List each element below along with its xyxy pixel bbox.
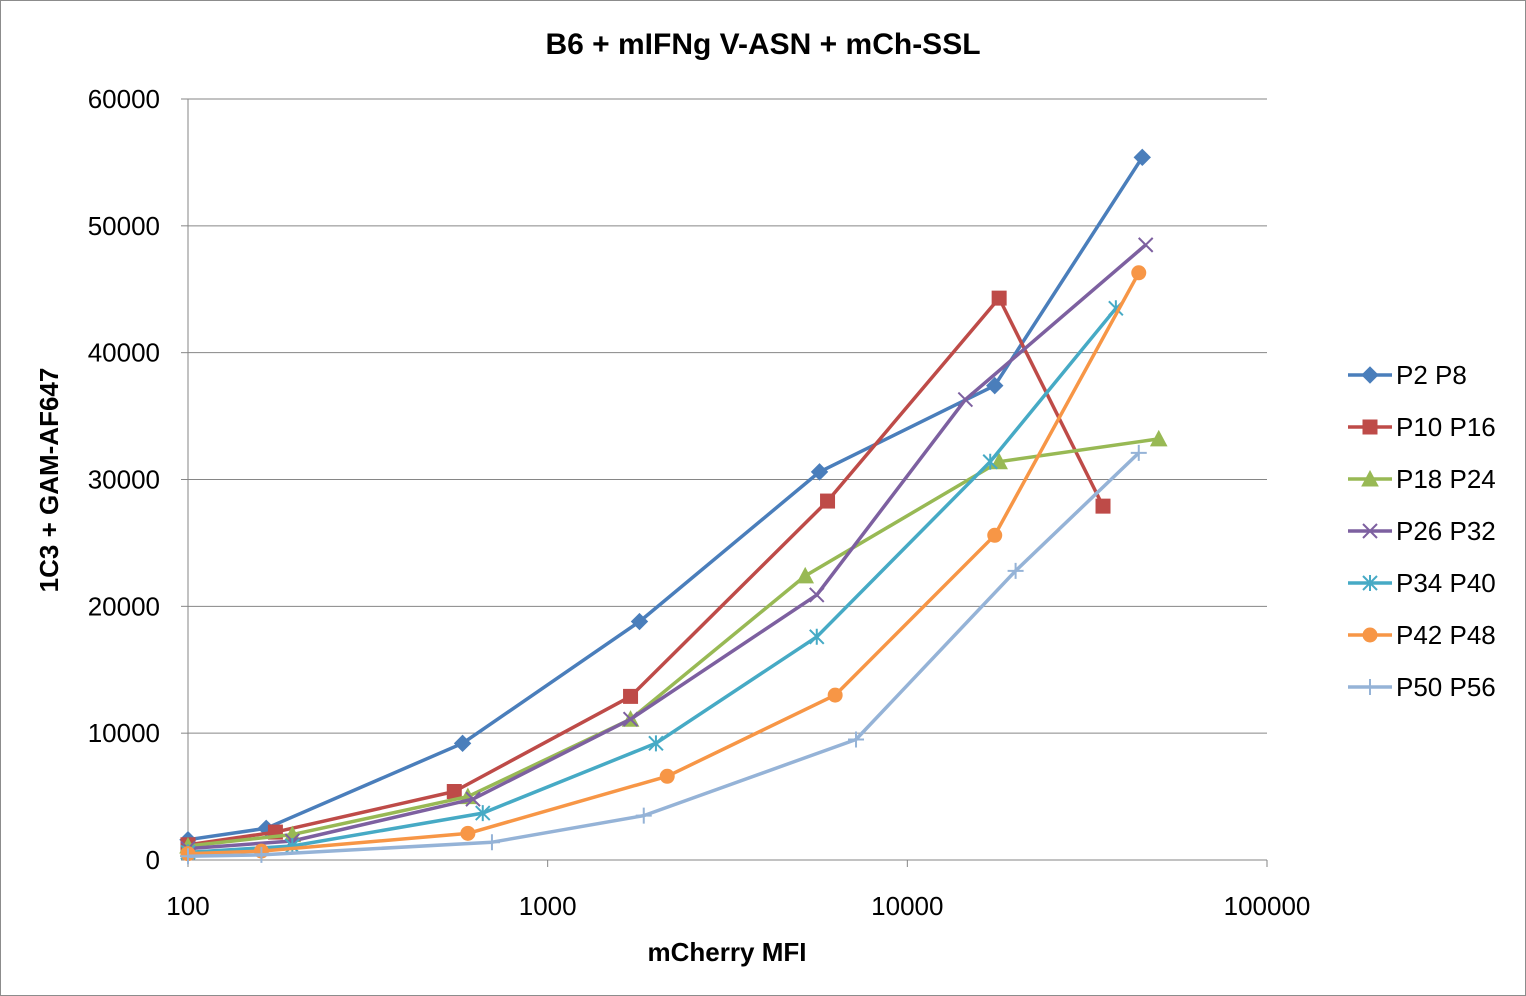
data-point [483,834,500,851]
data-point [827,687,843,703]
data-point [986,376,1004,395]
data-point [991,290,1007,306]
data-point [1361,469,1379,487]
data-point [1362,523,1378,539]
data-point [987,527,1003,543]
data-point [990,452,1008,470]
legend-label: P2 P8 [1396,360,1467,390]
data-point [465,791,481,807]
series-p10-p16 [180,290,1111,853]
data-point [623,688,639,704]
data-point [1095,498,1111,514]
series-layer [179,148,1168,865]
series-p34-p40 [180,300,1124,861]
data-point [957,391,974,408]
data-point [630,612,649,631]
data-point [848,731,865,748]
chart-title: B6 + mIFNg V-ASN + mCh-SSL [545,28,980,61]
data-point [1362,627,1378,643]
y-tick-label: 0 [146,845,160,875]
data-point [284,838,301,855]
data-point [796,566,815,584]
data-point [809,628,825,645]
data-point [453,734,472,753]
data-point [810,463,829,481]
data-point [1007,562,1024,579]
y-tick-label: 10000 [88,718,160,748]
data-point [659,768,675,784]
legend: P2 P8 P10 P16 P18 P24 P26 P32 P34 P40 P42 P48… [1348,360,1496,702]
legend-label: P18 P24 [1396,464,1496,494]
legend-item: P34 P40 [1348,568,1496,598]
legend-item: P18 P24 [1348,464,1496,494]
data-point [180,848,196,865]
legend-item: P42 P48 [1348,620,1496,650]
data-point [1362,419,1378,435]
legend-item: P50 P56 [1348,672,1496,702]
y-tick-label: 50000 [88,211,160,241]
data-point [1133,148,1151,167]
data-point [446,784,462,800]
data-point [1138,237,1154,253]
data-point [809,587,825,603]
legend-label: P42 P48 [1396,620,1496,650]
data-point [982,453,998,470]
data-point [1131,265,1147,281]
data-point [460,825,476,841]
legend-label: P26 P32 [1396,516,1496,546]
y-tick-label: 30000 [88,465,160,495]
series-line [187,243,1147,851]
x-tick-label: 100 [166,891,209,921]
data-point [622,711,639,727]
data-point [635,807,652,824]
data-point [475,805,491,822]
y-tick-label: 20000 [88,591,160,621]
data-point [1130,444,1147,461]
data-point [1149,429,1168,447]
y-axis-label: 1C3 + GAM-AF647 [34,368,64,593]
series-p50-p56 [180,444,1147,865]
data-point [1362,679,1378,695]
x-tick-label: 100000 [1224,891,1311,921]
gridlines [188,98,1267,734]
legend-label: P50 P56 [1396,672,1496,702]
series-p26-p32 [180,237,1154,857]
x-tick-label: 10000 [871,891,943,921]
legend-label: P34 P40 [1396,568,1496,598]
series-line [187,451,1141,858]
data-point [820,493,836,509]
axes: 0 10000 20000 30000 40000 50000 60000 100 1000 10… [88,84,1311,921]
data-point [1362,575,1378,591]
legend-label: P10 P16 [1396,412,1496,442]
data-point [1361,366,1379,384]
y-tick-label: 40000 [88,338,160,368]
legend-item: P2 P8 [1348,360,1467,390]
data-point [648,735,664,752]
x-axis-label: mCherry MFI [648,937,807,967]
series-p2-p8 [179,148,1151,849]
y-tick-label: 60000 [88,84,160,114]
x-tick-label: 1000 [519,891,577,921]
legend-item: P10 P16 [1348,412,1496,442]
data-point [253,846,270,863]
series-line [187,271,1141,856]
series-line [187,296,1105,847]
series-p42-p48 [180,265,1147,862]
legend-item: P26 P32 [1348,516,1496,546]
